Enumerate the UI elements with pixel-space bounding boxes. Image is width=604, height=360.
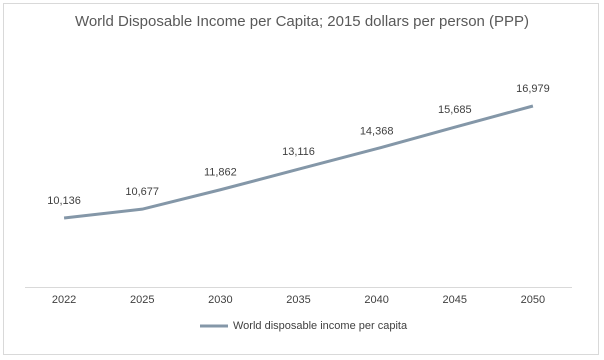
data-label: 15,685 [438,104,472,116]
x-tick-label: 2040 [364,294,388,306]
chart-title: World Disposable Income per Capita; 2015… [75,13,529,30]
x-tick-label: 2022 [52,294,76,306]
x-tick-label: 2030 [208,294,232,306]
data-label: 16,979 [516,83,550,95]
data-label: 14,368 [360,126,394,138]
x-tick-label: 2050 [521,294,545,306]
x-tick-label: 2045 [443,294,467,306]
data-label: 10,677 [125,186,159,198]
x-tick-label: 2035 [286,294,310,306]
data-label: 11,862 [204,167,237,179]
legend-label: World disposable income per capita [233,320,408,332]
chart-border [3,3,599,355]
x-tick-label: 2025 [130,294,154,306]
data-label: 13,116 [282,146,315,158]
series-line [63,104,534,220]
data-label: 10,136 [47,195,81,207]
